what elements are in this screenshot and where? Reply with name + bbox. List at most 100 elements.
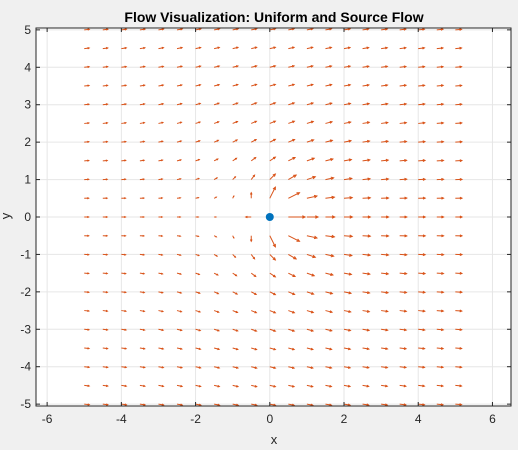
flow-arrow [306, 120, 315, 124]
flow-arrow [399, 403, 407, 407]
flow-arrow [102, 328, 109, 331]
flow-arrow [436, 253, 445, 257]
flow-arrow [436, 403, 445, 406]
flow-arrow [158, 310, 165, 313]
flow-arrow [102, 103, 109, 106]
flow-arrow [121, 84, 128, 87]
flow-arrow [418, 215, 427, 219]
flow-arrow [381, 140, 390, 144]
flow-arrow [325, 65, 333, 68]
flow-arrow [399, 384, 407, 388]
flow-arrow [399, 27, 407, 31]
flow-arrow [84, 309, 91, 313]
flow-arrow [84, 272, 90, 275]
flow-arrow [455, 384, 463, 388]
flow-arrow [195, 177, 201, 181]
flow-arrow [418, 271, 427, 275]
flow-arrow [343, 158, 353, 162]
flow-arrow [250, 254, 256, 260]
flow-arrow [121, 328, 128, 331]
flow-arrow [102, 84, 109, 87]
flow-arrow [158, 159, 164, 162]
flow-arrow [399, 102, 408, 106]
flow-arrow [214, 27, 221, 31]
flow-arrow [176, 291, 183, 294]
flow-arrow [418, 159, 427, 163]
flow-arrow [325, 176, 335, 181]
flow-arrow [269, 173, 277, 180]
flow-arrow [139, 46, 147, 50]
flow-arrow [232, 65, 240, 68]
x-tick-label: -4 [116, 412, 127, 426]
flow-arrow [176, 65, 184, 68]
flow-arrow [325, 157, 334, 162]
flow-arrow [288, 253, 298, 260]
flow-arrow [84, 197, 90, 200]
flow-arrow [195, 121, 202, 124]
flow-arrow [244, 215, 252, 219]
flow-arrow [288, 272, 297, 277]
flow-arrow [121, 46, 128, 50]
flow-arrow [251, 120, 258, 124]
flow-arrow [455, 46, 463, 50]
flow-arrow [418, 84, 426, 87]
flow-arrow [381, 384, 389, 388]
flow-arrow [232, 157, 238, 162]
flow-arrow [455, 28, 463, 31]
flow-arrow [306, 366, 314, 369]
flow-arrow [102, 309, 109, 313]
flow-arrow [381, 328, 389, 332]
flow-arrow [418, 328, 426, 332]
flow-arrow [288, 192, 301, 199]
flow-arrow [325, 120, 334, 124]
flow-arrow [102, 384, 109, 388]
flow-arrow [251, 83, 258, 87]
flow-arrow [343, 347, 352, 351]
flow-arrow [418, 177, 427, 181]
flow-arrow [158, 121, 165, 124]
flow-arrow [214, 65, 221, 68]
flow-arrow [343, 139, 353, 143]
flow-arrow [455, 290, 464, 294]
flow-arrow [381, 347, 389, 351]
flow-arrow [213, 310, 220, 313]
flow-arrow [399, 196, 408, 200]
flow-arrow [176, 121, 183, 124]
flow-arrow [362, 196, 372, 200]
flow-arrow [195, 65, 202, 68]
flow-arrow [436, 215, 445, 219]
flow-arrow [455, 84, 463, 88]
flow-arrow [121, 140, 127, 143]
flow-arrow [102, 46, 109, 50]
flow-arrow [436, 65, 445, 69]
flow-arrow [251, 46, 258, 50]
flow-arrow [139, 215, 146, 219]
flow-arrow [139, 291, 146, 294]
flow-arrow [269, 120, 277, 124]
flow-arrow [436, 309, 445, 313]
flow-arrow [195, 272, 201, 276]
flow-arrow [102, 140, 109, 143]
flow-arrow [102, 234, 109, 237]
flow-arrow [269, 384, 277, 388]
flow-arrow [139, 384, 147, 388]
flow-arrow [250, 138, 258, 143]
flow-arrow [232, 254, 237, 259]
flow-arrow [343, 384, 352, 388]
flow-arrow [455, 215, 464, 219]
flow-arrow [306, 253, 317, 259]
flow-arrow [455, 403, 463, 406]
flow-arrow [139, 121, 146, 125]
flow-arrow [381, 65, 389, 69]
flow-arrow [269, 310, 277, 314]
flow-arrow [139, 309, 146, 313]
flow-arrow [362, 27, 370, 31]
flow-arrow [121, 309, 128, 313]
flow-arrow [418, 384, 426, 388]
flow-arrow [343, 403, 352, 407]
y-tick-label: 1 [24, 173, 31, 187]
flow-arrow [195, 83, 202, 87]
flow-arrow [213, 235, 218, 238]
flow-arrow [195, 347, 202, 351]
flow-arrow [325, 215, 336, 219]
